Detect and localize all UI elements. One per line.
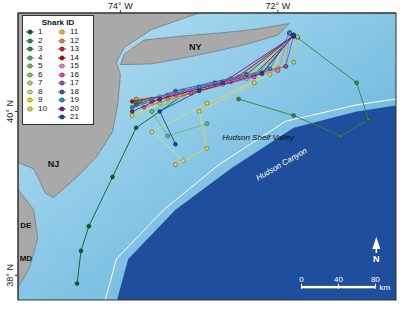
svg-text:Hudson Canyon: Hudson Canyon <box>255 146 310 183</box>
html-text:19: 19 <box>70 95 79 104</box>
svg-text:40° N: 40° N <box>8 100 15 123</box>
html-text:10: 10 <box>38 103 47 113</box>
svg-text:NY: NY <box>189 42 202 52</box>
html-text:4: 4 <box>38 52 43 62</box>
svg-text:km: km <box>379 283 390 292</box>
html-text:14: 14 <box>70 52 79 62</box>
html-text:20: 20 <box>70 103 79 113</box>
html-text:6: 6 <box>38 69 43 79</box>
html-text:9: 9 <box>38 95 43 104</box>
html-text:18: 18 <box>70 86 79 96</box>
svg-text:72° W: 72° W <box>266 1 291 11</box>
svg-text:NJ: NJ <box>48 159 60 169</box>
html-text:8: 8 <box>38 86 43 96</box>
svg-text:Hudson Shelf Valley: Hudson Shelf Valley <box>222 133 295 142</box>
html-text:15: 15 <box>70 61 79 70</box>
html-text:2: 2 <box>38 35 43 45</box>
html-text:17: 17 <box>70 78 79 87</box>
html-text:Shark ID: Shark ID <box>41 18 75 27</box>
svg-text:DE: DE <box>20 221 32 230</box>
svg-text:74° W: 74° W <box>108 1 133 11</box>
html-text:5: 5 <box>38 61 43 70</box>
html-text:16: 16 <box>70 69 79 79</box>
html-text:7: 7 <box>38 78 43 87</box>
svg-text:40: 40 <box>334 275 343 284</box>
svg-text:N: N <box>373 254 380 264</box>
svg-text:38° N: 38° N <box>8 264 15 287</box>
html-text:11: 11 <box>70 27 79 36</box>
html-text:1: 1 <box>38 27 43 36</box>
svg-text:MD: MD <box>20 254 33 263</box>
html-text:3: 3 <box>38 44 43 53</box>
svg-text:80: 80 <box>371 275 380 284</box>
svg-text:0: 0 <box>299 275 304 284</box>
html-text:12: 12 <box>70 35 79 45</box>
html-text:13: 13 <box>70 44 79 53</box>
html-text:21: 21 <box>70 112 79 121</box>
